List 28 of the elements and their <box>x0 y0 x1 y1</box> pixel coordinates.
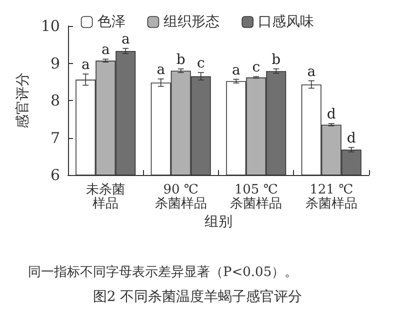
data-label: a <box>121 31 130 48</box>
data-label: d <box>326 106 336 123</box>
data-label: b <box>272 52 281 68</box>
data-label: a <box>232 62 240 78</box>
data-label: d <box>346 130 356 146</box>
text: 同一指标不同字母表示差异显著（P<0.05）。 <box>28 264 298 280</box>
legend-label: 色泽 <box>97 14 126 30</box>
data-label: a <box>81 57 90 74</box>
text: 图2 不同杀菌温度羊蝎子感官评分 <box>92 289 302 305</box>
x-tick-label: 105 ℃ 杀菌样品 <box>230 182 282 212</box>
x-axis-title: 组别 <box>204 214 232 230</box>
data-label: a <box>307 64 316 80</box>
y-axis-title: 感官评分 <box>15 72 31 128</box>
data-label: c <box>252 60 260 76</box>
x-tick-label: 90 ℃ 杀菌样品 <box>154 182 207 212</box>
data-label: c <box>196 56 205 72</box>
data-label: a <box>101 42 110 58</box>
y-tick-label: 9 <box>50 54 60 72</box>
y-tick-label: 10 <box>40 17 60 35</box>
legend-label: 组织形态 <box>164 14 220 30</box>
legend-label: 口感风味 <box>258 14 314 30</box>
y-tick-label: 6 <box>50 166 60 184</box>
data-label: b <box>176 52 186 68</box>
x-tick-label: 121 ℃ 杀菌样品 <box>305 182 358 212</box>
y-tick-label: 8 <box>50 92 60 110</box>
x-tick-label: 未杀菌样品 <box>86 182 126 212</box>
y-tick-label: 7 <box>50 128 60 147</box>
data-label: a <box>156 62 166 78</box>
